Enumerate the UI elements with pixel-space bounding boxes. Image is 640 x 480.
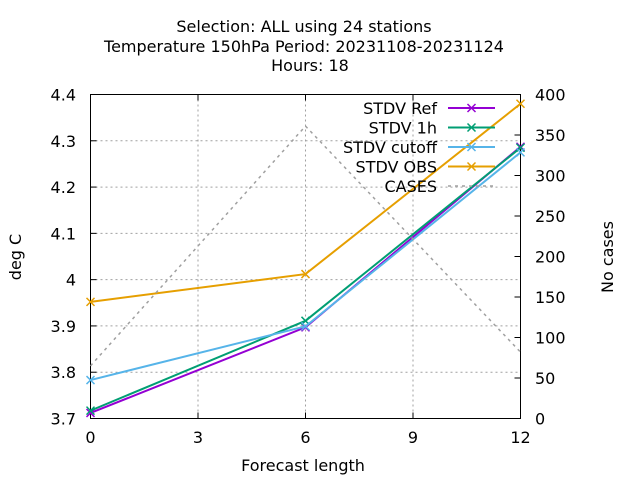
data-point-stdv-cutoff [300, 321, 311, 331]
chart-title-line3: Hours: 18 [271, 56, 349, 75]
legend-label-stdv-1h: STDV 1h [369, 119, 437, 138]
x-tick-label: 0 [85, 428, 95, 447]
y-tick-label: 4.4 [51, 86, 76, 105]
x-axis-label: Forecast length [241, 456, 365, 475]
legend-marker-stdv-obs [466, 161, 477, 172]
y-axis-label: deg C [6, 234, 25, 280]
y-tick-label: 3.9 [51, 317, 76, 336]
y-tick-label: 4.3 [51, 132, 76, 151]
y2-tick-label: 350 [535, 126, 566, 145]
legend-label-stdv-ref: STDV Ref [363, 99, 437, 118]
legend-marker-stdv-ref [466, 103, 477, 113]
legend-label-cases: CASES [384, 177, 437, 196]
y2-tick-label: 200 [535, 248, 566, 267]
y-tick-label: 4 [66, 271, 76, 290]
x-tick-label: 9 [408, 428, 418, 447]
y-tick-label: 4.1 [51, 224, 76, 243]
y-tick-label: 4.2 [51, 178, 76, 197]
legend-label-stdv-cutoff: STDV cutoff [343, 138, 438, 157]
legend-label-stdv-obs: STDV OBS [356, 158, 437, 177]
chart-title-line2: Temperature 150hPa Period: 20231108-2023… [103, 37, 504, 56]
y2-tick-label: 250 [535, 207, 566, 226]
data-point-stdv-cutoff [515, 147, 526, 157]
x-tick-label: 12 [510, 428, 530, 447]
data-point-stdv-obs [300, 269, 311, 279]
y2-tick-label: 50 [535, 369, 555, 388]
data-point-stdv-obs [515, 99, 526, 109]
grid-lines [90, 94, 521, 419]
y2-tick-label: 0 [535, 410, 545, 429]
y-tick-label: 3.8 [51, 363, 76, 382]
y2-tick-label: 150 [535, 288, 566, 307]
legend-marker-stdv-1h [466, 122, 477, 133]
data-point-stdv-1h [85, 406, 96, 416]
legend-marker-stdv-cutoff [466, 142, 477, 152]
x-tick-label: 6 [300, 428, 310, 447]
y2-axis-label: No cases [598, 221, 617, 293]
y2-tick-label: 300 [535, 167, 566, 186]
series-lines [85, 99, 526, 418]
y2-tick-label: 100 [535, 329, 566, 348]
chart-title-line1: Selection: ALL using 24 stations [176, 17, 431, 36]
tick-marks: 0 3 6 9 12 3.7 3.8 3.9 4 4.1 4.2 4.3 4.4 0 50 100 150 200… [51, 86, 566, 448]
y2-tick-label: 400 [535, 86, 566, 105]
x-tick-label: 3 [193, 428, 203, 447]
series-line-cases [89, 124, 522, 367]
y-tick-label: 3.7 [51, 410, 76, 429]
series-line-stdv-obs [90, 102, 522, 303]
data-point-stdv-obs [85, 297, 96, 307]
data-point-stdv-cutoff [85, 375, 96, 385]
